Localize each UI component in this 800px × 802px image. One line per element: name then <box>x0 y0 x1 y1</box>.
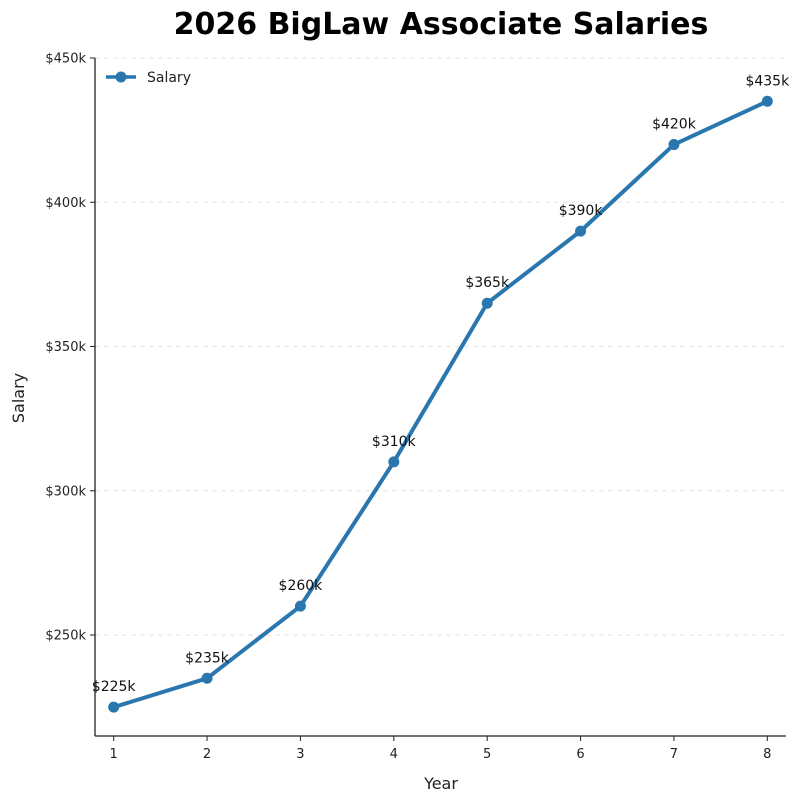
series-line <box>111 99 770 710</box>
data-point <box>481 297 493 309</box>
axes <box>94 58 786 737</box>
x-tick-label: 5 <box>483 747 491 762</box>
legend-marker <box>115 71 127 83</box>
series-layer: $225k $235k $260k $310k $365k $390k $420k $435k <box>92 73 790 713</box>
data-label: $435k <box>745 73 790 89</box>
data-point <box>761 95 773 107</box>
data-label: $390k <box>559 203 604 219</box>
x-tick-label: 7 <box>670 747 678 762</box>
data-label: $365k <box>465 275 510 291</box>
data-label: $310k <box>372 434 417 450</box>
data-point <box>668 139 680 151</box>
data-point <box>575 225 587 237</box>
data-point <box>201 672 213 684</box>
x-tick-label: 1 <box>110 747 118 762</box>
x-ticks: 1 2 3 4 5 6 7 8 <box>110 736 771 762</box>
y-tick-label: $350k <box>45 340 86 355</box>
y-axis-label: Salary <box>9 373 28 423</box>
y-ticks: $250k $300k $350k $400k $450k <box>45 52 95 644</box>
legend: Salary <box>106 70 191 86</box>
x-tick-label: 6 <box>576 747 584 762</box>
data-label: $260k <box>279 578 324 594</box>
y-tick-label: $400k <box>45 196 86 211</box>
data-label: $235k <box>185 650 230 666</box>
x-axis-label: Year <box>423 774 458 793</box>
data-point <box>294 600 306 612</box>
y-tick-label: $250k <box>45 629 86 644</box>
x-tick-label: 4 <box>390 747 398 762</box>
x-tick-label: 2 <box>203 747 211 762</box>
data-label: $420k <box>652 117 697 133</box>
data-label: $225k <box>92 679 137 695</box>
chart-title: 2026 BigLaw Associate Salaries <box>174 7 709 42</box>
data-point <box>388 456 400 468</box>
data-point <box>108 701 120 713</box>
y-tick-label: $450k <box>45 52 86 67</box>
x-tick-label: 3 <box>296 747 304 762</box>
legend-label: Salary <box>147 70 191 86</box>
grid-lines <box>95 57 786 636</box>
x-tick-label: 8 <box>763 747 771 762</box>
y-tick-label: $300k <box>45 484 86 499</box>
